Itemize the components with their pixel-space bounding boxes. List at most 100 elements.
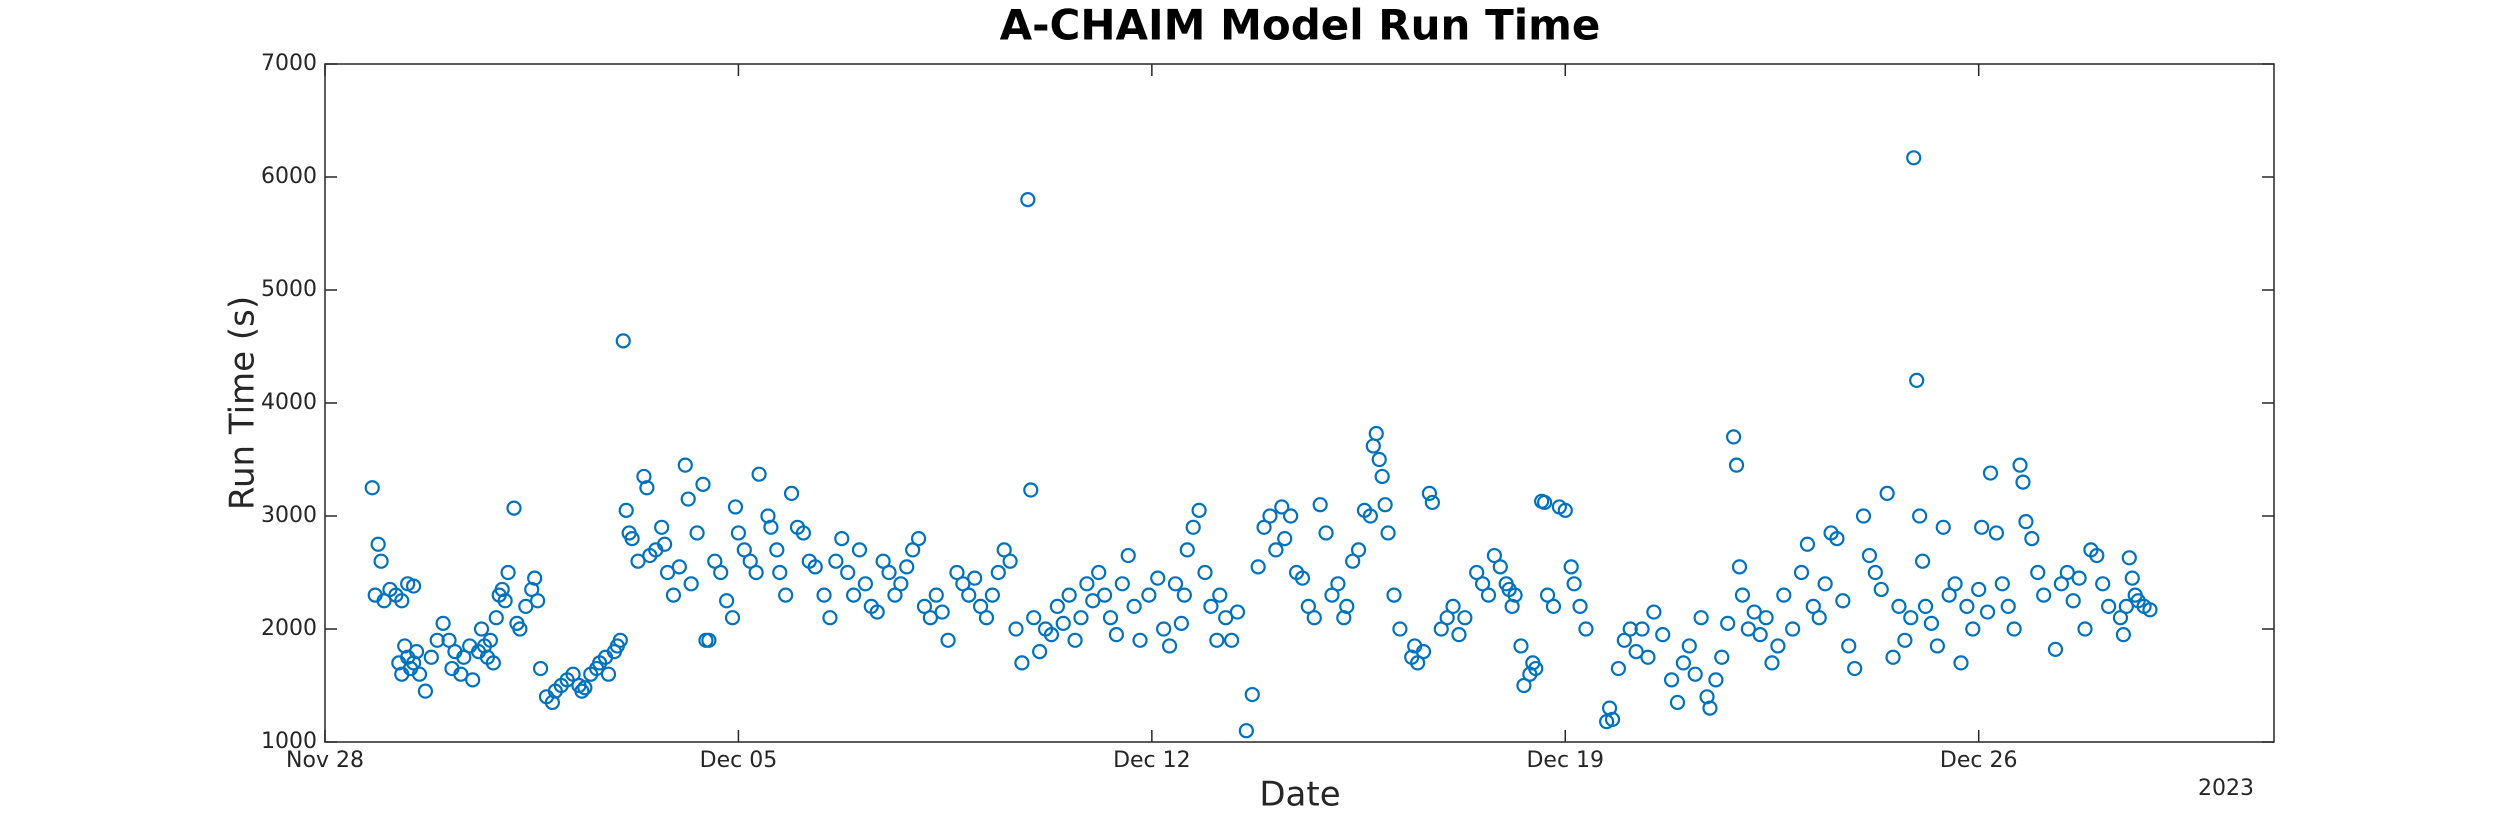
x-tick-label: Nov 28 xyxy=(286,748,364,773)
point xyxy=(1345,553,1361,569)
point xyxy=(1714,649,1730,665)
point xyxy=(1539,587,1556,603)
y-tick-label: 1000 xyxy=(261,729,317,754)
point xyxy=(1008,621,1024,637)
point xyxy=(1244,686,1260,703)
point xyxy=(1392,621,1408,637)
point xyxy=(624,530,640,547)
point xyxy=(1256,519,1272,535)
point xyxy=(615,333,631,349)
point xyxy=(1167,576,1184,592)
point xyxy=(1947,576,1963,592)
point xyxy=(2047,641,2064,657)
point xyxy=(1185,519,1201,535)
point xyxy=(411,666,428,682)
point xyxy=(488,610,504,626)
point xyxy=(1634,621,1650,637)
point xyxy=(500,564,516,581)
x-year-label: 2023 xyxy=(2198,776,2254,801)
point xyxy=(1300,598,1316,615)
point xyxy=(1557,502,1573,518)
point xyxy=(1817,576,1833,592)
point xyxy=(2077,621,2093,637)
point xyxy=(1330,576,1346,592)
point xyxy=(1566,576,1582,592)
point xyxy=(887,587,903,603)
point xyxy=(1646,604,1662,620)
point xyxy=(934,604,950,620)
point xyxy=(1324,587,1340,603)
point xyxy=(1675,655,1691,671)
point xyxy=(1294,570,1311,586)
point xyxy=(1610,660,1627,677)
point xyxy=(618,502,634,518)
point xyxy=(1891,598,1907,615)
point xyxy=(1776,587,1792,603)
point xyxy=(1687,666,1703,682)
point xyxy=(2018,514,2034,530)
point xyxy=(1640,649,1656,665)
point xyxy=(630,553,646,569)
point xyxy=(417,683,434,699)
point xyxy=(1979,604,1996,620)
point xyxy=(816,587,832,603)
point xyxy=(1516,677,1532,694)
point xyxy=(922,610,938,626)
point xyxy=(689,525,705,541)
point xyxy=(532,660,549,677)
point xyxy=(1994,576,2010,592)
y-tick-label: 6000 xyxy=(261,164,317,189)
point xyxy=(1693,610,1709,626)
point xyxy=(1277,530,1293,547)
point xyxy=(893,576,909,592)
point xyxy=(1445,598,1461,615)
point xyxy=(1020,192,1036,208)
point xyxy=(659,564,676,581)
y-tick-label: 2000 xyxy=(261,616,317,641)
point xyxy=(916,598,933,615)
x-axis-label: Date xyxy=(1259,775,1340,815)
point xyxy=(1023,482,1039,498)
point xyxy=(1156,621,1172,637)
point xyxy=(1935,519,1951,535)
point xyxy=(1953,655,1969,671)
point xyxy=(1622,621,1638,637)
point xyxy=(1229,604,1246,620)
point xyxy=(680,491,696,507)
point xyxy=(1274,499,1290,515)
point xyxy=(1043,627,1060,643)
point xyxy=(506,500,522,516)
point xyxy=(465,672,481,688)
point xyxy=(677,457,693,473)
point xyxy=(1758,610,1774,626)
point xyxy=(1091,564,1107,581)
point xyxy=(1014,655,1030,671)
point xyxy=(1770,638,1786,654)
point xyxy=(1545,598,1562,615)
point xyxy=(1752,627,1768,643)
point xyxy=(1433,621,1449,637)
point xyxy=(736,542,752,558)
point xyxy=(683,576,699,592)
point xyxy=(2089,547,2105,564)
point xyxy=(1681,638,1697,654)
point xyxy=(1312,497,1328,513)
point xyxy=(772,564,788,581)
point xyxy=(769,542,785,558)
point xyxy=(1268,542,1284,558)
point xyxy=(1451,627,1467,643)
point xyxy=(1725,429,1742,445)
point xyxy=(967,570,983,586)
point xyxy=(1929,638,1945,654)
point xyxy=(1728,457,1745,473)
point xyxy=(1085,593,1101,609)
x-tick-label: Dec 12 xyxy=(1113,748,1191,773)
point xyxy=(851,542,868,558)
point xyxy=(1179,542,1195,558)
point xyxy=(1114,576,1130,592)
point xyxy=(940,632,956,648)
point xyxy=(1150,570,1166,586)
point xyxy=(1410,655,1426,671)
point xyxy=(2000,598,2016,615)
point xyxy=(441,632,457,648)
